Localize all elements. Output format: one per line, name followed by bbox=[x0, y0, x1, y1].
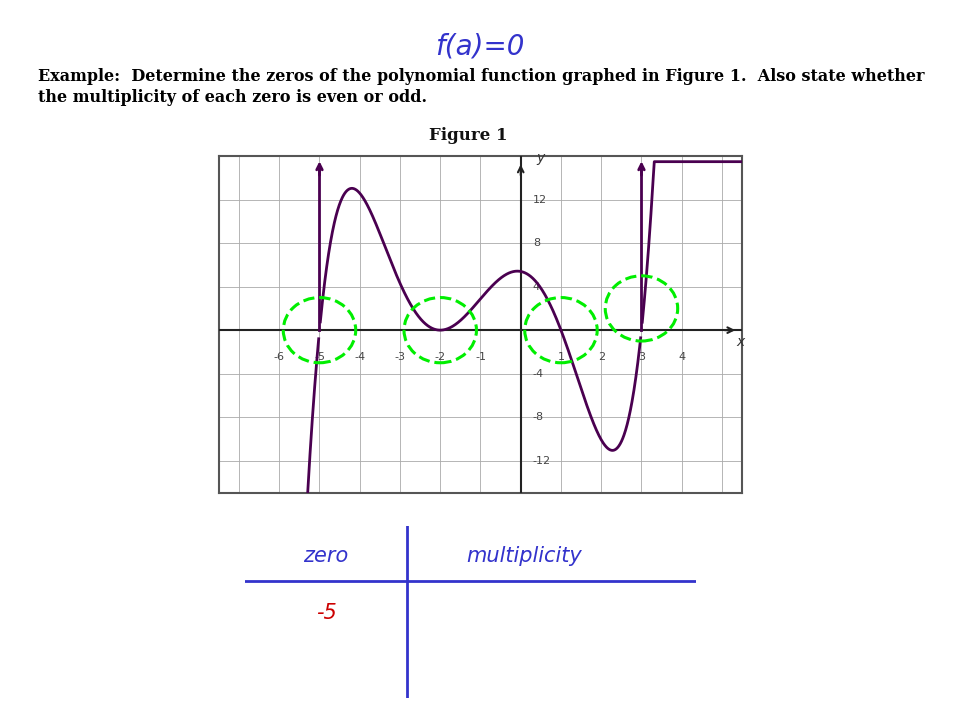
Text: -4: -4 bbox=[354, 352, 366, 362]
Text: 2: 2 bbox=[598, 352, 605, 362]
Text: -6: -6 bbox=[274, 352, 285, 362]
Text: -2: -2 bbox=[435, 352, 445, 362]
Text: -8: -8 bbox=[533, 412, 544, 422]
Text: -4: -4 bbox=[533, 369, 544, 379]
Text: -1: -1 bbox=[475, 352, 486, 362]
Text: y: y bbox=[537, 150, 545, 165]
Text: 1: 1 bbox=[558, 352, 564, 362]
Text: 8: 8 bbox=[533, 238, 540, 248]
Text: Example:  Determine the zeros of the polynomial function graphed in Figure 1.  A: Example: Determine the zeros of the poly… bbox=[38, 68, 924, 86]
Text: -3: -3 bbox=[395, 352, 405, 362]
Text: 12: 12 bbox=[533, 194, 547, 204]
Text: multiplicity: multiplicity bbox=[467, 546, 583, 567]
Text: -12: -12 bbox=[533, 456, 551, 466]
Text: -5: -5 bbox=[314, 352, 325, 362]
Text: -5: -5 bbox=[316, 603, 336, 624]
Text: 3: 3 bbox=[638, 352, 645, 362]
Text: x: x bbox=[736, 336, 744, 349]
Text: 4: 4 bbox=[678, 352, 685, 362]
Text: f(a)=0: f(a)=0 bbox=[435, 32, 525, 60]
Text: the multiplicity of each zero is even or odd.: the multiplicity of each zero is even or… bbox=[38, 89, 427, 106]
Text: Figure 1: Figure 1 bbox=[429, 127, 508, 144]
Text: zero: zero bbox=[303, 546, 348, 567]
Text: 4: 4 bbox=[533, 282, 540, 292]
